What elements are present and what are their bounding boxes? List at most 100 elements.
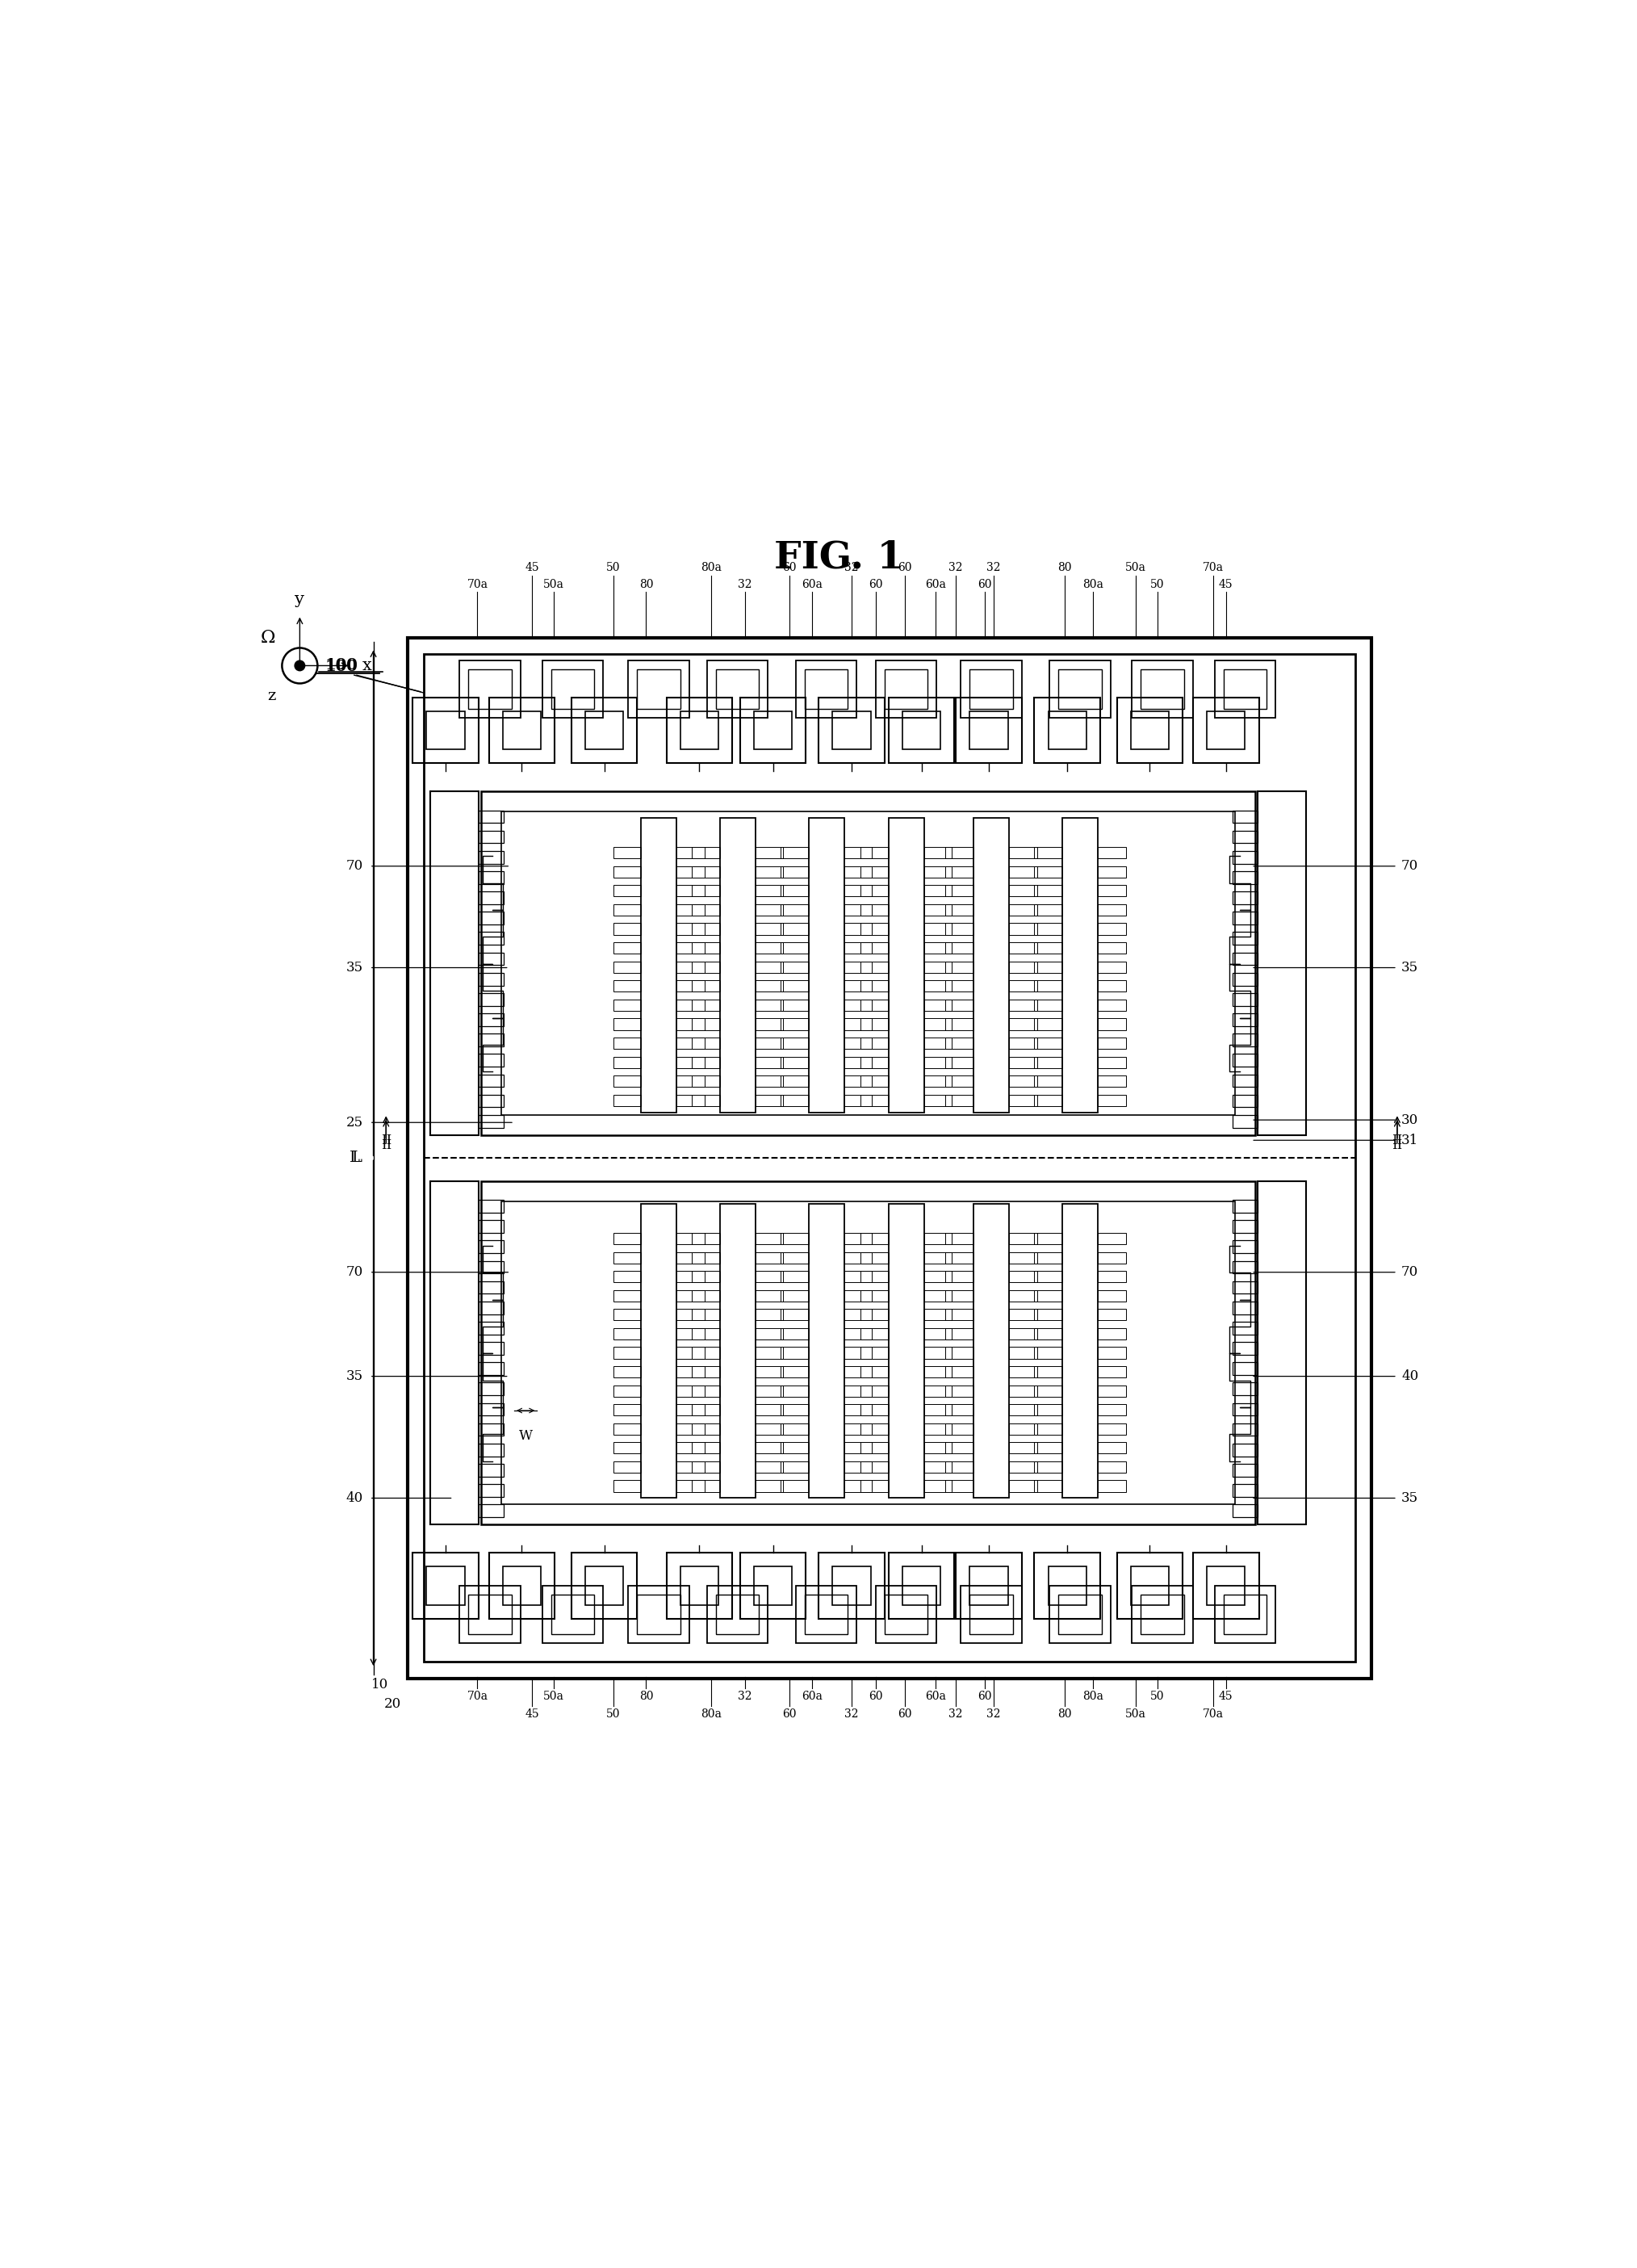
Bar xyxy=(1215,1585,1275,1642)
Text: 50a: 50a xyxy=(1125,562,1146,574)
Bar xyxy=(1008,905,1036,916)
Bar xyxy=(1131,712,1169,748)
Bar xyxy=(1233,1302,1257,1313)
Bar xyxy=(845,1365,873,1377)
Bar xyxy=(946,905,974,916)
Bar xyxy=(946,1095,974,1107)
Text: 30: 30 xyxy=(1401,1114,1418,1127)
Bar xyxy=(1008,848,1036,860)
Bar xyxy=(676,1461,704,1472)
Bar xyxy=(796,660,856,717)
Bar xyxy=(614,1481,642,1492)
Bar xyxy=(902,712,941,748)
Bar xyxy=(845,1290,873,1302)
Bar xyxy=(946,1424,974,1436)
Bar xyxy=(478,1483,504,1497)
Bar xyxy=(1035,848,1062,860)
Bar xyxy=(1098,885,1126,896)
Bar xyxy=(1233,1241,1257,1254)
Bar xyxy=(1098,1481,1126,1492)
Bar xyxy=(923,962,951,973)
Bar xyxy=(1233,1055,1257,1066)
Text: 70: 70 xyxy=(1401,1266,1418,1279)
Bar xyxy=(478,1442,504,1456)
Bar xyxy=(884,1594,928,1633)
Text: 50a: 50a xyxy=(1125,1708,1146,1719)
Bar xyxy=(478,1363,504,1374)
Bar xyxy=(1233,1343,1257,1354)
Bar xyxy=(845,1442,873,1454)
Bar xyxy=(755,1036,782,1048)
Bar xyxy=(946,1404,974,1415)
Bar xyxy=(1008,1290,1036,1302)
Bar xyxy=(1233,830,1257,844)
Bar xyxy=(781,1075,809,1086)
Bar xyxy=(478,1504,504,1517)
Bar xyxy=(676,866,704,878)
Bar xyxy=(946,941,974,955)
Bar xyxy=(629,1585,689,1642)
Bar xyxy=(1008,1000,1036,1012)
Bar xyxy=(460,1585,521,1642)
Bar xyxy=(1098,1057,1126,1068)
Bar xyxy=(614,1057,642,1068)
Bar xyxy=(676,1252,704,1263)
Bar xyxy=(1098,1036,1126,1048)
Bar xyxy=(614,980,642,991)
Bar xyxy=(845,1075,873,1086)
Bar xyxy=(946,1000,974,1012)
Bar xyxy=(946,1365,974,1377)
Bar xyxy=(481,792,1256,1136)
Bar xyxy=(478,850,504,864)
Bar xyxy=(1098,1270,1126,1281)
Bar xyxy=(1141,669,1184,710)
Bar xyxy=(781,885,809,896)
Bar xyxy=(468,669,512,710)
Bar xyxy=(923,1309,951,1320)
Bar xyxy=(755,1309,782,1320)
Bar xyxy=(845,941,873,955)
Bar xyxy=(755,712,792,748)
Bar xyxy=(614,1461,642,1472)
Bar xyxy=(946,923,974,934)
Bar xyxy=(1008,1404,1036,1415)
Text: 50a: 50a xyxy=(543,1690,565,1701)
Bar xyxy=(503,1567,540,1606)
Bar xyxy=(1098,923,1126,934)
Bar xyxy=(781,1365,809,1377)
Bar xyxy=(614,1075,642,1086)
Bar xyxy=(584,712,624,748)
Bar xyxy=(946,1075,974,1086)
Bar xyxy=(431,792,478,1136)
Bar xyxy=(923,1000,951,1012)
Bar xyxy=(845,885,873,896)
Bar xyxy=(755,1329,782,1340)
Bar xyxy=(1098,1424,1126,1436)
Bar xyxy=(845,1481,873,1492)
Bar xyxy=(478,993,504,1005)
Bar xyxy=(614,1347,642,1359)
Bar xyxy=(676,1234,704,1245)
Bar xyxy=(692,1309,720,1320)
Bar xyxy=(1008,1365,1036,1377)
Text: L: L xyxy=(349,1150,360,1166)
Bar xyxy=(676,905,704,916)
Bar xyxy=(755,923,782,934)
Bar xyxy=(478,1055,504,1066)
Bar xyxy=(692,1018,720,1030)
Bar xyxy=(692,1252,720,1263)
Bar xyxy=(1133,660,1193,717)
Bar xyxy=(809,1204,845,1499)
Bar xyxy=(676,1309,704,1320)
Bar xyxy=(1035,885,1062,896)
Text: z: z xyxy=(268,689,277,703)
Bar xyxy=(614,1252,642,1263)
Bar xyxy=(1098,1290,1126,1302)
Bar xyxy=(478,1383,504,1395)
Bar xyxy=(861,1386,889,1397)
Text: 70: 70 xyxy=(1401,860,1418,873)
Bar xyxy=(478,1095,504,1107)
Text: 100: 100 xyxy=(326,660,359,674)
Bar xyxy=(923,923,951,934)
Bar xyxy=(614,1290,642,1302)
